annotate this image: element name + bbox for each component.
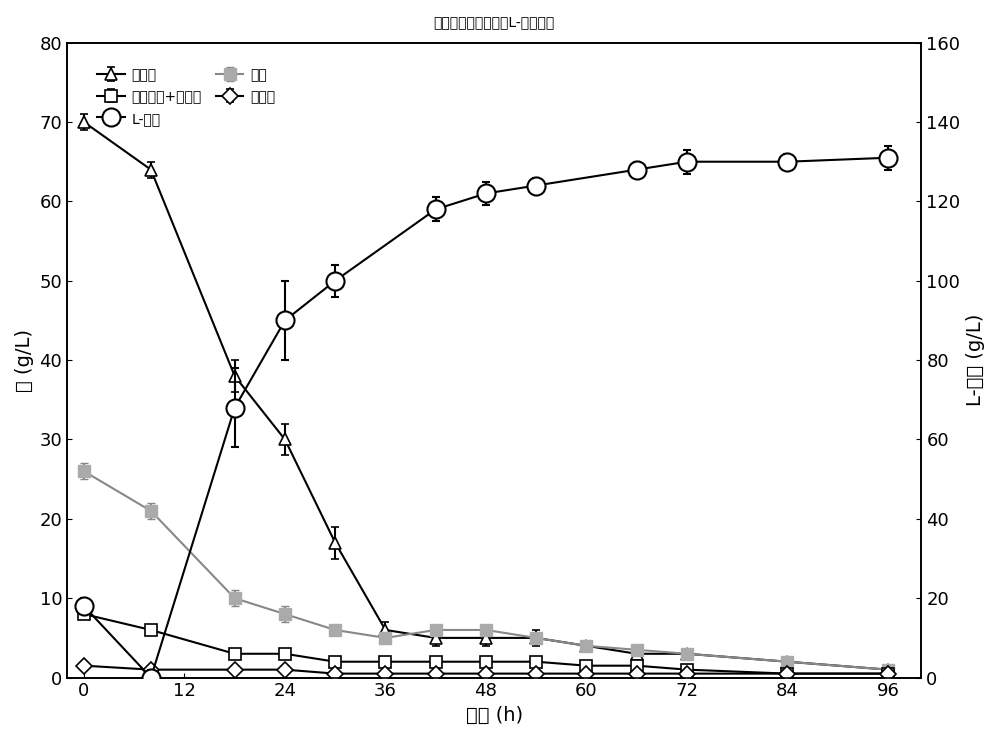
Y-axis label: 糖 (g/L): 糖 (g/L): [15, 329, 34, 391]
X-axis label: 时间 (h): 时间 (h): [466, 706, 523, 725]
Y-axis label: L-乳酸 (g/L): L-乳酸 (g/L): [966, 314, 985, 406]
Title: 以玉米秸秆为原料的L-乳酸发酵: 以玉米秸秆为原料的L-乳酸发酵: [434, 15, 555, 29]
Legend: 葡萄糖, 阿拉伯糖+甘露糖, L-乳酸, 木糖, 半乳糖: 葡萄糖, 阿拉伯糖+甘露糖, L-乳酸, 木糖, 半乳糖: [91, 62, 281, 132]
